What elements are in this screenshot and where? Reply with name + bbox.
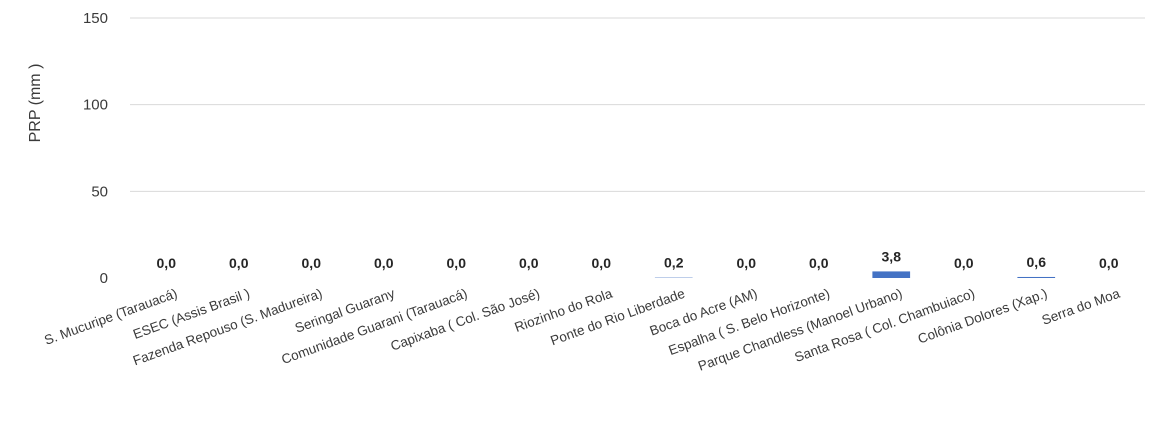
category-label: Serra do Moa — [1040, 286, 1122, 328]
y-tick-label: 50 — [91, 183, 108, 200]
bar — [1017, 276, 1056, 278]
data-label: 0,0 — [229, 255, 249, 271]
data-label: 0,2 — [664, 255, 684, 271]
data-label: 0,6 — [1027, 254, 1047, 270]
data-label: 0,0 — [592, 255, 612, 271]
category-labels: S. Mucuripe (Tarauacá)ESEC (Assis Brasil… — [42, 286, 1122, 374]
y-axis-label: PRP (mm ) — [27, 64, 44, 143]
data-label: 3,8 — [882, 248, 902, 264]
y-tick-label: 100 — [83, 97, 108, 114]
data-label: 0,0 — [954, 255, 974, 271]
data-label: 0,0 — [374, 255, 394, 271]
data-label: 0,0 — [157, 255, 177, 271]
bars — [654, 271, 1056, 278]
y-tick-label: 150 — [83, 10, 108, 27]
data-label: 0,0 — [519, 255, 539, 271]
gridlines — [130, 17, 1145, 192]
data-labels: 0,0 0,0 0,0 0,0 0,0 0,0 0,0 0,2 0,0 0,0 3,8 0,0 0,6 0… — [157, 248, 1119, 271]
y-tick-label: 0 — [100, 270, 108, 287]
data-label: 0,0 — [737, 255, 757, 271]
data-label: 0,0 — [302, 255, 322, 271]
category-label: Colônia Dolores (Xap.) — [916, 286, 1049, 347]
data-label: 0,0 — [447, 255, 467, 271]
data-label: 0,0 — [809, 255, 829, 271]
bar — [872, 271, 911, 278]
y-axis-ticks: 0 50 100 150 — [83, 10, 108, 287]
data-label: 0,0 — [1099, 255, 1119, 271]
